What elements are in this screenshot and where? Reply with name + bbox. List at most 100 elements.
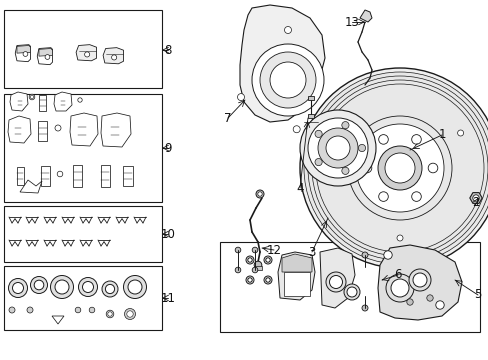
- Bar: [41, 166, 49, 186]
- Circle shape: [251, 44, 324, 116]
- Polygon shape: [240, 5, 325, 122]
- Circle shape: [325, 272, 346, 292]
- Bar: [220, 242, 479, 332]
- Polygon shape: [359, 10, 371, 22]
- Circle shape: [408, 269, 430, 291]
- Polygon shape: [469, 193, 481, 203]
- Polygon shape: [54, 92, 72, 111]
- Polygon shape: [20, 180, 42, 193]
- Circle shape: [390, 279, 408, 297]
- Circle shape: [84, 52, 89, 57]
- Text: 7: 7: [224, 112, 231, 125]
- Circle shape: [411, 135, 421, 144]
- Circle shape: [105, 284, 114, 294]
- Circle shape: [435, 301, 443, 309]
- Circle shape: [75, 307, 81, 313]
- Bar: [40, 95, 46, 111]
- Circle shape: [346, 287, 356, 297]
- Bar: [110, 120, 119, 142]
- Polygon shape: [17, 45, 30, 53]
- Circle shape: [247, 258, 252, 262]
- Circle shape: [304, 72, 488, 264]
- Circle shape: [252, 267, 257, 273]
- Circle shape: [235, 247, 240, 253]
- Text: 9: 9: [164, 141, 171, 154]
- Text: 6: 6: [393, 269, 401, 282]
- Circle shape: [472, 195, 478, 201]
- Circle shape: [245, 276, 253, 284]
- Circle shape: [378, 192, 387, 201]
- Polygon shape: [15, 45, 30, 62]
- Circle shape: [358, 144, 365, 152]
- Circle shape: [30, 95, 34, 99]
- Circle shape: [237, 94, 244, 100]
- Circle shape: [57, 171, 62, 177]
- Circle shape: [265, 278, 270, 282]
- Polygon shape: [37, 48, 52, 65]
- Circle shape: [55, 125, 61, 131]
- Text: 3: 3: [307, 246, 315, 258]
- Circle shape: [377, 146, 421, 190]
- Circle shape: [82, 282, 93, 292]
- Circle shape: [9, 307, 15, 313]
- Bar: [15, 122, 21, 140]
- Polygon shape: [278, 252, 314, 300]
- Circle shape: [245, 256, 253, 264]
- Circle shape: [30, 276, 47, 293]
- Bar: [73, 165, 82, 187]
- Bar: [17, 97, 23, 109]
- Circle shape: [247, 278, 252, 282]
- Circle shape: [385, 274, 413, 302]
- Bar: [253, 266, 262, 270]
- Circle shape: [384, 153, 414, 183]
- Circle shape: [45, 55, 50, 59]
- Text: 1: 1: [437, 129, 445, 141]
- Text: 8: 8: [164, 44, 171, 57]
- Bar: [307, 96, 313, 100]
- Circle shape: [343, 284, 359, 300]
- Circle shape: [23, 51, 28, 57]
- Polygon shape: [39, 49, 52, 56]
- Circle shape: [284, 27, 291, 33]
- Bar: [77, 120, 86, 142]
- Circle shape: [89, 307, 95, 313]
- Circle shape: [269, 62, 305, 98]
- Circle shape: [106, 310, 114, 318]
- Text: 10: 10: [160, 228, 175, 240]
- Circle shape: [317, 128, 357, 168]
- Polygon shape: [76, 45, 96, 61]
- Text: 13: 13: [344, 15, 359, 28]
- Circle shape: [235, 267, 240, 273]
- Polygon shape: [282, 254, 311, 272]
- Bar: [60, 97, 66, 109]
- Text: 2: 2: [471, 195, 479, 208]
- Circle shape: [307, 118, 367, 178]
- Circle shape: [396, 235, 402, 241]
- Bar: [101, 165, 109, 187]
- Circle shape: [457, 130, 463, 136]
- Text: 11: 11: [160, 292, 175, 305]
- Circle shape: [102, 281, 118, 297]
- Circle shape: [361, 252, 367, 258]
- Circle shape: [355, 124, 443, 212]
- Circle shape: [126, 311, 133, 317]
- Circle shape: [78, 98, 82, 102]
- Circle shape: [50, 275, 73, 298]
- Circle shape: [314, 130, 322, 138]
- Bar: [4, 266, 162, 330]
- Text: 5: 5: [473, 288, 481, 302]
- Polygon shape: [70, 113, 98, 146]
- Circle shape: [8, 279, 27, 297]
- Polygon shape: [101, 113, 131, 147]
- Circle shape: [336, 130, 342, 136]
- Circle shape: [27, 307, 33, 313]
- Circle shape: [79, 278, 97, 297]
- Circle shape: [341, 122, 348, 129]
- Circle shape: [264, 256, 271, 264]
- Bar: [123, 166, 132, 186]
- Polygon shape: [377, 245, 461, 320]
- Circle shape: [299, 110, 375, 186]
- Circle shape: [378, 135, 387, 144]
- Circle shape: [299, 68, 488, 268]
- Polygon shape: [319, 248, 354, 308]
